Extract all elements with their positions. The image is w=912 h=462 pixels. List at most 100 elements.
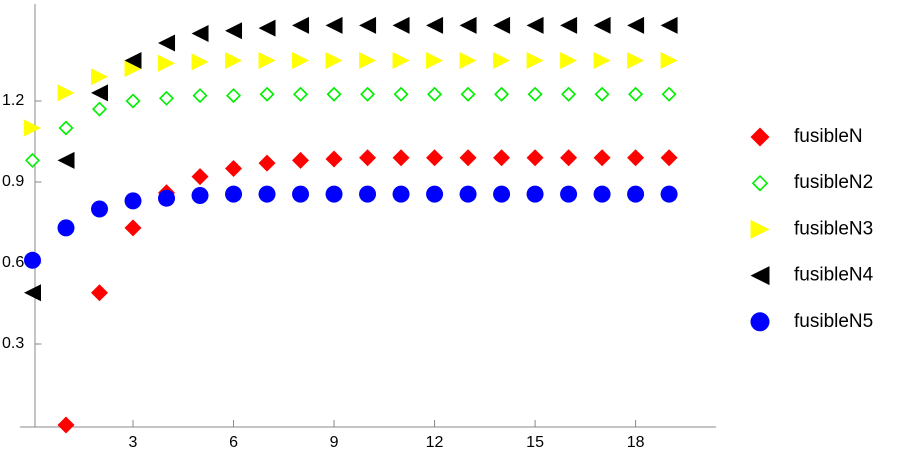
legend-marker: [750, 312, 770, 332]
point: [627, 16, 645, 34]
point: [560, 52, 578, 69]
legend: fusibleN fusibleN2 fusibleN3 fusibleN4 fusib…: [794, 126, 874, 332]
point: [225, 52, 243, 69]
point: [191, 168, 209, 186]
point: [92, 101, 108, 117]
legend-marker: [751, 174, 769, 192]
point: [594, 86, 610, 102]
legend-label: fusibleN2: [794, 172, 873, 193]
point: [91, 200, 109, 218]
point: [392, 16, 410, 34]
point: [660, 52, 678, 69]
point: [627, 149, 645, 167]
point: [628, 86, 644, 102]
point: [392, 149, 410, 167]
point: [493, 185, 511, 203]
point: [292, 16, 310, 34]
point: [24, 251, 41, 269]
legend-label: fusibleN5: [794, 311, 873, 332]
point: [593, 185, 611, 203]
point: [124, 219, 142, 237]
point: [494, 86, 510, 102]
point: [427, 86, 443, 102]
point: [191, 53, 209, 71]
point: [292, 185, 310, 203]
legend-marker: [750, 127, 770, 147]
legend-marker: [750, 219, 770, 239]
point: [393, 86, 409, 102]
point: [325, 150, 343, 168]
point: [125, 93, 141, 109]
point: [426, 52, 444, 69]
point: [325, 185, 343, 203]
point: [24, 152, 41, 168]
point: [91, 284, 109, 302]
point: [359, 16, 377, 34]
y-tick-label: 1.2: [2, 92, 24, 109]
point: [158, 54, 176, 72]
x-tick-label: 12: [426, 434, 444, 451]
point: [392, 52, 410, 69]
x-tick-label: 9: [330, 434, 339, 451]
point: [661, 86, 677, 102]
point: [258, 185, 276, 203]
point: [660, 149, 678, 167]
point: [292, 151, 310, 169]
point: [57, 84, 75, 102]
point: [191, 187, 209, 204]
point: [225, 22, 243, 40]
point: [560, 185, 578, 203]
point: [325, 52, 343, 69]
point: [526, 16, 544, 34]
point: [593, 149, 611, 167]
point: [360, 86, 376, 102]
y-tick-label: 0.6: [2, 254, 24, 271]
point: [191, 25, 209, 42]
point: [326, 86, 342, 102]
point: [159, 90, 175, 106]
point: [627, 52, 645, 69]
point: [527, 86, 543, 102]
point: [459, 16, 477, 34]
point: [359, 149, 377, 167]
point: [124, 52, 142, 69]
y-tick-label: 0.9: [2, 173, 24, 190]
x-tick-label: 3: [129, 434, 138, 451]
point: [258, 19, 276, 37]
legend-label: fusibleN4: [794, 265, 874, 286]
point: [459, 52, 477, 69]
point: [493, 52, 511, 69]
point: [459, 185, 477, 203]
point: [426, 149, 444, 167]
point: [459, 149, 477, 167]
point: [293, 86, 309, 102]
point: [560, 149, 578, 167]
point: [359, 52, 377, 69]
point: [258, 154, 276, 172]
point: [493, 16, 511, 34]
point: [192, 88, 208, 104]
point: [526, 52, 544, 69]
point: [526, 185, 544, 203]
legend-label: fusibleN: [794, 126, 863, 147]
point: [91, 68, 109, 86]
point: [57, 416, 75, 434]
point: [325, 16, 343, 34]
point: [226, 88, 242, 104]
point: [124, 192, 142, 210]
x-tick-label: 18: [627, 434, 645, 451]
point: [392, 185, 410, 203]
point: [561, 86, 577, 102]
point: [560, 16, 578, 34]
legend-label: fusibleN3: [794, 218, 873, 239]
point: [124, 60, 142, 78]
x-tick-label: 6: [229, 434, 238, 451]
point: [426, 185, 444, 203]
point: [292, 52, 310, 69]
point: [158, 34, 176, 52]
point: [593, 16, 611, 34]
point: [493, 149, 511, 167]
point: [24, 119, 41, 137]
point: [460, 86, 476, 102]
